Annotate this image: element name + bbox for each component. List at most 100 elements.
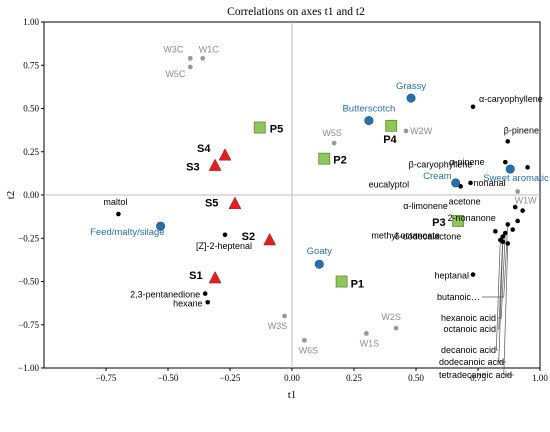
sample-point-w3c (187, 55, 193, 61)
attribute-point-butterscotch (364, 116, 374, 126)
session-label-s4: S4 (197, 143, 211, 155)
panel-label-p4: P4 (383, 134, 397, 146)
y-axis-label: t2 (5, 191, 17, 200)
x-axis-label: t1 (288, 389, 297, 401)
volatile-point-2-3-pentanedione (202, 291, 208, 296)
volatile-point-2-nonanone (515, 218, 520, 224)
volatile-label-acetone: acetone (449, 197, 481, 207)
sample-point-w2w (403, 128, 409, 134)
session-label-s1: S1 (189, 270, 202, 282)
attribute-label-grassy: Grassy (396, 81, 426, 92)
volatile-point-hexane (205, 299, 210, 305)
sample-label-w1c: W1C (199, 44, 220, 54)
volatile-label-2-nonanone: 2-nonanone (448, 213, 496, 223)
sample-point-w5c (187, 64, 193, 70)
data-points (116, 55, 530, 343)
sample-point-w1s (364, 331, 369, 336)
sample-point-w2s (393, 325, 399, 331)
y-axis-ticks: −1.00 −0.75 −0.50 −0.25 0.00 0.25 0.50 0.75 1.00 (18, 17, 44, 373)
y-tick-label: −0.75 (18, 320, 39, 330)
volatile-point-nonanal (468, 180, 473, 186)
attribute-point-sweet-aromatic (505, 164, 515, 174)
y-tick-label: −0.25 (18, 233, 39, 243)
volatile-label-nonanal: nonanal (474, 178, 506, 188)
volatile-point-octanoic-acid (500, 234, 506, 239)
x-tick-label: 1.00 (532, 373, 548, 383)
volatile-label-z-2-heptenal: [Z]-2-heptenal (196, 241, 252, 251)
panel-point-p4 (385, 119, 398, 132)
volatile-label-tetradecanoic-acid: tetradecanoic acid (439, 370, 512, 380)
sample-point-w1w (515, 189, 521, 194)
leader-line-decanoic-acid (495, 239, 501, 351)
attribute-label-butterscotch: Butterscotch (342, 104, 395, 115)
attribute-point-feed-malty-silage (156, 221, 166, 231)
volatile-point-heptanal (470, 272, 476, 277)
session-label-s3: S3 (186, 162, 199, 174)
y-tick-label: 0.00 (23, 190, 39, 200)
sample-label-w2w: W2W (410, 126, 433, 136)
panel-label-p1: P1 (351, 279, 364, 291)
volatile-label-limonene: α-limonene (403, 201, 448, 211)
session-point-s1 (208, 270, 222, 284)
x-tick-label: 0.50 (408, 373, 424, 383)
attribute-label-sweet-aromatic: Sweet aromatic (483, 173, 549, 184)
leader-line-tetradecanoic-acid (503, 243, 514, 376)
panel-point-p1 (335, 275, 348, 288)
session-label-s5: S5 (205, 198, 218, 210)
volatile-point-caryophyllene (470, 104, 476, 110)
panel-label-p3: P3 (432, 217, 445, 229)
x-tick-label: 0.25 (346, 373, 362, 383)
panel-point-p2 (318, 152, 331, 165)
sample-label-w5c: W5C (165, 69, 186, 79)
volatile-point-pinene (505, 139, 511, 144)
sample-point-w1c (200, 55, 206, 61)
session-point-s2 (263, 232, 277, 246)
zero-lines (44, 22, 540, 368)
x-tick-label: 0.00 (284, 373, 300, 383)
y-tick-label: 1.00 (23, 17, 39, 27)
volatile-label-caryophyllene: α-caryophyllene (479, 94, 543, 104)
attribute-point-grassy (406, 93, 416, 103)
attribute-label-feed-malty-silage: Feed/malty/silage (90, 227, 164, 238)
attribute-point-goaty (314, 259, 324, 269)
panel-point-p5 (253, 121, 266, 134)
volatile-label-dodecanoic-acid: dodecanoic acid (439, 357, 504, 367)
sample-point-w3s (282, 313, 287, 319)
panel-label-p5: P5 (270, 124, 283, 136)
volatile-label-2-3-pentanedione: 2,3-pentanedione (130, 290, 200, 300)
volatile-label-eucalyptol: eucalyptol (369, 179, 410, 189)
x-tick-label: −0.75 (96, 373, 117, 383)
volatile-point-butanoic (505, 222, 511, 227)
sample-label-w1s: W1S (360, 338, 380, 348)
volatile-point-z-2-heptenal (222, 232, 228, 238)
chart-title: Correlations on axes t1 and t2 (227, 6, 365, 18)
panel-point-p3 (452, 215, 465, 227)
volatile-label-octanoic-acid: octanoic acid (443, 324, 496, 334)
panel-label-p2: P2 (333, 155, 346, 167)
leader-line-dodecanoic-acid (498, 241, 506, 363)
attribute-label-cream: Cream (423, 171, 452, 182)
volatile-point-acetone (520, 208, 525, 213)
volatile-label-caryophyllene: β-caryophyllene (409, 159, 473, 169)
volatile-label-hexane: hexane (173, 298, 203, 308)
volatile-label-heptanal: heptanal (434, 271, 469, 281)
volatile-label-decanoic-acid: decanoic acid (441, 345, 496, 355)
x-tick-label: 0.75 (470, 373, 486, 383)
volatile-label-methyl-octanoate: methyl octanoate (371, 230, 440, 240)
sample-label-w6s: W6S (299, 345, 319, 355)
leader-lines (482, 224, 514, 376)
x-axis-ticks: −0.75 −0.50 −0.25 0.00 0.25 0.50 0.75 1.00 (96, 368, 548, 383)
sample-label-w3s: W3S (268, 321, 288, 331)
session-point-s5 (228, 196, 242, 209)
leader-line-octanoic-acid (498, 236, 504, 330)
volatile-label-butanoic: butanoic… (437, 292, 480, 302)
x-tick-label: −0.50 (158, 373, 179, 383)
leader-line-butanoic (482, 224, 509, 298)
sample-label-w5s: W5S (322, 128, 342, 138)
volatile-point-limonene (512, 204, 518, 210)
y-tick-label: 0.75 (23, 60, 39, 70)
sample-label-w2s: W2S (381, 312, 401, 322)
session-point-s4 (218, 148, 232, 161)
point-labels: α-caryophylleneβ-pineneβ-caryophylleneα-… (90, 44, 549, 380)
y-tick-label: −1.00 (18, 363, 39, 373)
